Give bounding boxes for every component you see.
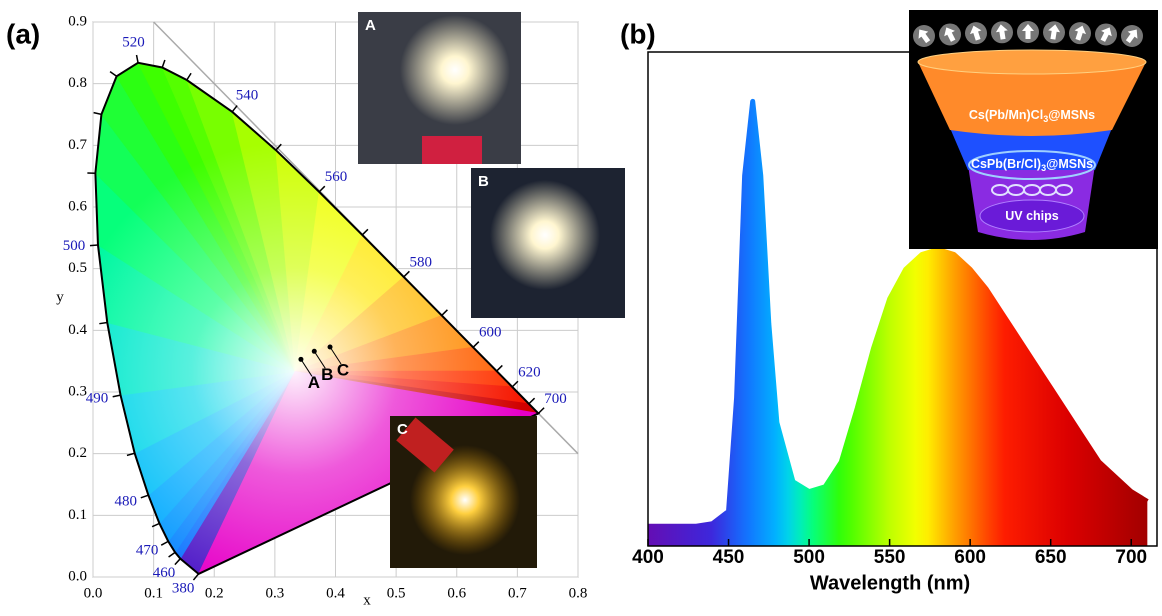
x-tick-label: 700 xyxy=(1115,547,1147,568)
photo-glow xyxy=(400,15,510,125)
wavelength-label: 700 xyxy=(544,391,567,407)
point xyxy=(312,349,317,354)
x-tick-label: 500 xyxy=(793,547,825,568)
photo-label: B xyxy=(478,173,489,190)
x-tick-label: 0.6 xyxy=(447,585,466,601)
panel-label: (b) xyxy=(620,18,656,49)
wavelength-label: 500 xyxy=(63,238,86,254)
y-tick-label: 0.3 xyxy=(68,383,87,399)
wavelength-label: 560 xyxy=(325,169,348,185)
x-tick-label: 600 xyxy=(954,547,986,568)
y-tick-label: 0.1 xyxy=(68,507,87,523)
inset-label: Cs(Pb/Mn)Cl3@MSNs xyxy=(969,108,1095,124)
inset-label-part: Cs(Pb/Mn)Cl xyxy=(969,108,1043,122)
inset-label-part: CsPb(Br/Cl) xyxy=(971,157,1041,171)
point-label: B xyxy=(321,365,333,384)
wavelength-label: 520 xyxy=(122,35,145,51)
spectrum-panel: 400 450 500 550 600 650 700 Wavelength (nm) (b) C… xyxy=(620,10,1158,594)
x-tick-label: 0.4 xyxy=(326,585,345,601)
wavelength-label: 600 xyxy=(479,325,502,341)
x-tick-label: 0.1 xyxy=(144,585,163,601)
x-tick-label: 0.3 xyxy=(266,585,285,601)
y-tick-label: 0.8 xyxy=(68,75,87,91)
y-tick-label: 0.6 xyxy=(68,198,87,214)
wavelength-label: 540 xyxy=(236,88,259,104)
x-tick-label: 0.7 xyxy=(508,585,527,601)
x-axis-title: x xyxy=(363,592,371,608)
x-tick-label: 650 xyxy=(1035,547,1067,568)
y-tick-label: 0.0 xyxy=(68,568,87,584)
wavelength-label: 620 xyxy=(518,364,541,380)
point-label: A xyxy=(308,373,320,392)
wavelength-label: 480 xyxy=(114,493,137,509)
y-tick-label: 0.9 xyxy=(68,13,87,29)
point xyxy=(328,344,333,349)
point xyxy=(298,357,303,362)
x-tick-label: 0.2 xyxy=(205,585,224,601)
inset-label-part: UV chips xyxy=(1005,209,1059,223)
cie-panel: 0.0 0.1 0.2 0.3 0.4 0.5 0.6 0.7 0.8 0.0 0.1 0.2 0.3 0… xyxy=(6,12,625,608)
y-axis-title: y xyxy=(56,289,64,305)
x-tick-label: 450 xyxy=(713,547,745,568)
wavelength-label: 490 xyxy=(86,391,109,407)
inset-label-part: @MSNs xyxy=(1046,157,1093,171)
wavelength-label: 380 xyxy=(172,581,195,597)
x-tick-label: 0.8 xyxy=(569,585,588,601)
y-tick-label: 0.4 xyxy=(68,322,87,338)
y-tick-label: 0.5 xyxy=(68,260,87,276)
x-tick-label: 400 xyxy=(632,547,664,568)
x-tick-label: 0.0 xyxy=(84,585,103,601)
photo-object xyxy=(422,136,482,164)
y-tick-label: 0.2 xyxy=(68,445,87,461)
point-label: C xyxy=(337,360,349,379)
locus-tick xyxy=(90,245,98,246)
photo-label: C xyxy=(397,421,408,438)
x-tick-label: 0.5 xyxy=(387,585,406,601)
wavelength-label: 460 xyxy=(153,565,176,581)
y-tick-label: 0.7 xyxy=(68,137,87,153)
photo-label: A xyxy=(365,17,376,34)
x-axis-title: Wavelength (nm) xyxy=(810,572,970,594)
inset-label-part: @MSNs xyxy=(1048,108,1095,122)
inset-label: CsPb(Br/Cl)3@MSNs xyxy=(971,157,1093,173)
x-tick-label: 550 xyxy=(874,547,906,568)
photo-glow xyxy=(490,180,600,290)
wavelength-label: 580 xyxy=(410,254,433,270)
panel-label: (a) xyxy=(6,18,40,49)
inset-label: UV chips xyxy=(1005,209,1059,223)
wavelength-label: 470 xyxy=(136,542,159,558)
layer-top xyxy=(918,50,1146,74)
